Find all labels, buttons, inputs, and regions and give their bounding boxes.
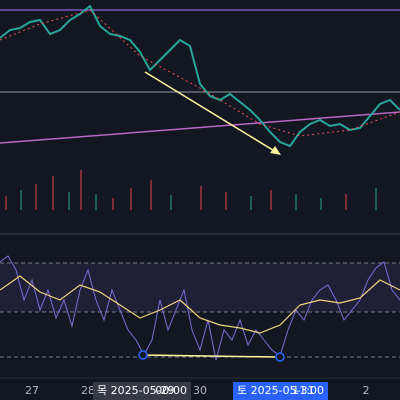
- volume-bar: [95, 194, 97, 210]
- arrow-head: [270, 146, 281, 155]
- crosshair-label-box: [93, 382, 191, 400]
- volume-bar: [200, 186, 202, 210]
- volume-bar: [5, 196, 7, 210]
- volume-bar: [20, 190, 22, 210]
- anchor-point[interactable]: [275, 352, 285, 362]
- volume-bar: [68, 192, 70, 210]
- price-line: [0, 4, 400, 148]
- volume-bar: [345, 194, 347, 210]
- volume-bar: [295, 194, 297, 210]
- crosshair-time: 11:00: [292, 384, 324, 397]
- volume-bar: [225, 192, 227, 210]
- volume-bar: [270, 190, 272, 210]
- x-tick-label: 27: [25, 384, 39, 397]
- price-wicks: [0, 9, 400, 137]
- anchor-point[interactable]: [138, 350, 148, 360]
- volume-bar: [170, 195, 172, 210]
- x-tick-label: 2: [363, 384, 370, 397]
- volume-bar: [80, 170, 82, 210]
- volume-bar: [52, 176, 54, 210]
- volume-bar: [112, 198, 114, 210]
- x-tick-label: 30: [193, 384, 207, 397]
- volume-bars: [5, 170, 377, 210]
- volume-bar: [375, 188, 377, 210]
- volume-bar: [320, 198, 322, 210]
- x-tick-label: 28: [81, 384, 95, 397]
- volume-bar: [35, 184, 37, 210]
- crosshair-date: 목 2025-05-29: [97, 384, 175, 397]
- crosshair-time: 00:00: [155, 384, 187, 397]
- rsi-band: [0, 263, 400, 312]
- crosshair-date: 토 2025-05-31: [237, 384, 315, 397]
- volume-bar: [130, 188, 132, 210]
- volume-bar: [150, 180, 152, 210]
- rsi-line: [0, 255, 400, 361]
- trend-line: [0, 111, 400, 144]
- rsi-signal-line: [0, 275, 400, 334]
- volume-bar: [250, 196, 252, 210]
- divergence-line: [144, 71, 277, 153]
- crosshair-label-box: [233, 382, 328, 400]
- divergence-line: [142, 354, 276, 358]
